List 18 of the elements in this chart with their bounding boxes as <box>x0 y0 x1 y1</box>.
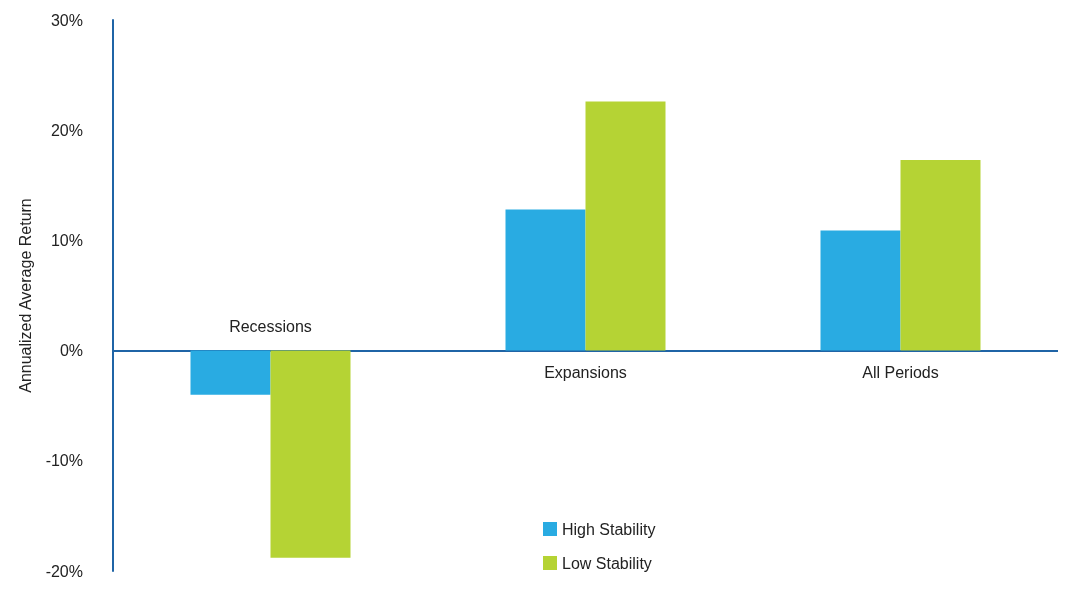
legend-label: Low Stability <box>562 554 652 572</box>
bar <box>900 159 981 351</box>
legend-label: High Stability <box>562 520 656 538</box>
y-tick-label: -20% <box>45 562 83 580</box>
y-tick-label: 30% <box>50 11 83 29</box>
x-tick-label: Recessions <box>229 318 312 336</box>
y-axis-title: Annualized Average Return <box>16 198 34 393</box>
x-tick-label: Expansions <box>544 364 627 382</box>
y-tick-label: 20% <box>50 121 83 139</box>
y-tick-label: -10% <box>45 452 83 470</box>
y-tick-label: 0% <box>59 342 83 360</box>
bar <box>505 209 586 351</box>
y-tick-label: 10% <box>50 231 83 249</box>
bar <box>820 230 901 351</box>
bar <box>585 101 666 351</box>
bar <box>270 350 351 558</box>
bar <box>190 350 271 395</box>
x-tick-label: All Periods <box>862 364 939 382</box>
